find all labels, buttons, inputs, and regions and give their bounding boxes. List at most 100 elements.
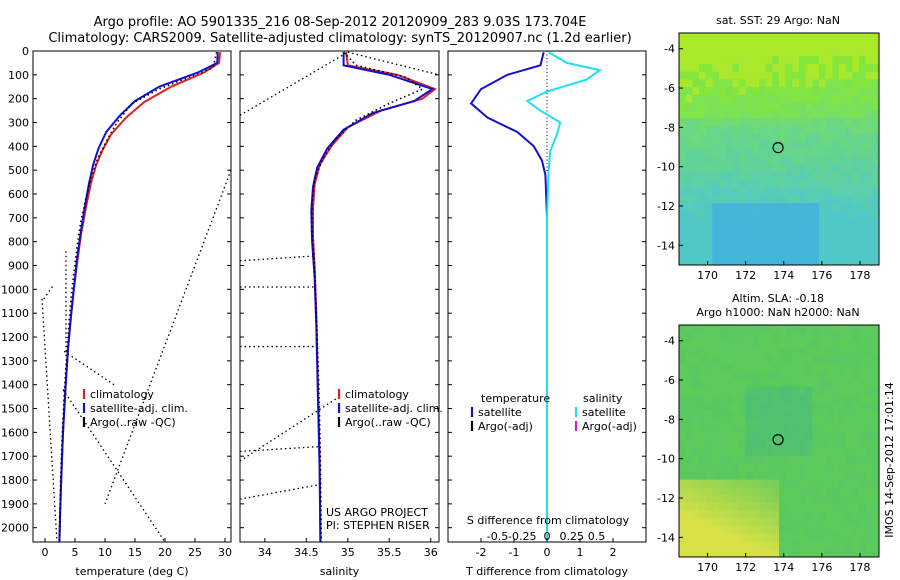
sla-map-cell — [872, 502, 880, 511]
sla-map-cell — [785, 332, 793, 341]
sla-map-cell — [719, 464, 727, 473]
sla-map-cell — [752, 526, 760, 535]
sst-map-cell — [832, 172, 840, 181]
sst-map-cell — [872, 87, 880, 96]
sla-map-cell — [812, 340, 820, 349]
sla-map-cell — [685, 417, 693, 426]
sst-map-cell — [685, 257, 693, 266]
sla-map-cell — [719, 448, 727, 457]
sla-map-cell — [805, 510, 813, 519]
sla-map-cell — [719, 495, 727, 504]
sla-map-cell — [752, 340, 760, 349]
sla-map-cell — [819, 487, 827, 496]
sla-map-cell — [732, 456, 740, 465]
sla-map-cell — [865, 549, 873, 558]
sla-map-cell — [865, 340, 873, 349]
sst-map-cell — [799, 172, 807, 181]
sst-map-cell — [692, 164, 700, 173]
sla-map-cell — [752, 464, 760, 473]
sla-map-cell — [759, 363, 767, 372]
sst-map-cell — [799, 133, 807, 142]
sla-map-cell — [865, 441, 873, 450]
sla-map-cell — [765, 355, 773, 365]
sla-map-cell — [799, 425, 807, 434]
sst-map-cell — [752, 172, 760, 181]
sla-map-cell — [745, 464, 753, 473]
sla-map-cell — [739, 417, 747, 426]
sst-map-cell — [745, 210, 753, 219]
sst-map-cell — [685, 172, 693, 181]
sst-map-cell — [785, 149, 793, 158]
sst-map-cell — [832, 234, 840, 243]
sla-map-cell — [725, 518, 733, 527]
sla-map-cell — [725, 464, 733, 473]
sla-map-cell — [845, 533, 853, 542]
sst-map-cell — [685, 156, 693, 165]
temperature-ytick-label: 900 — [8, 260, 29, 273]
sst-map-cell — [825, 79, 833, 88]
sla-map-cell — [765, 487, 773, 496]
sla-map-cell — [752, 541, 760, 550]
sla-map-cell — [679, 433, 687, 442]
sla-map-cell — [779, 533, 787, 542]
sst-map-cell — [812, 94, 820, 103]
sla-map-cell — [865, 433, 873, 442]
sla-map-cell — [679, 526, 687, 535]
sla-map-cell — [792, 487, 800, 496]
sla-map-cell — [679, 549, 687, 558]
sla-map-cell — [872, 495, 880, 504]
sla-map-cell — [752, 402, 760, 411]
sla-map-cell — [819, 348, 827, 357]
sla-map: 170 172 174 176 178-4-6-8-10-12-14 — [657, 324, 880, 574]
sla-map-cell — [712, 510, 720, 519]
sla-map-cell — [725, 533, 733, 542]
sst-map-cell — [872, 133, 880, 142]
sla-map-cell — [785, 348, 793, 357]
sla-map-cell — [845, 518, 853, 527]
sla-map-cell — [739, 441, 747, 450]
sla-map-cell — [719, 371, 727, 380]
sst-map-xtick-label: 176 — [811, 269, 832, 282]
sla-map-cell — [779, 441, 787, 450]
sst-map-cell — [765, 87, 773, 96]
sst-map-cell — [685, 79, 693, 88]
sst-map-cell — [825, 56, 833, 65]
sst-map-cell — [759, 133, 767, 142]
sla-map-cell — [699, 394, 707, 403]
sst-map-cell — [825, 33, 833, 42]
sla-map-cell — [772, 510, 780, 519]
sst-map-cell — [845, 110, 853, 119]
sst-map-cell — [772, 133, 780, 142]
sla-map-cell — [859, 340, 867, 349]
sla-map-cell — [759, 371, 767, 380]
sla-map-cell — [752, 371, 760, 380]
sla-map-cell — [772, 394, 780, 403]
sla-map-cell — [872, 371, 880, 380]
sst-map-cell — [739, 63, 747, 73]
sst-map-cell — [779, 210, 787, 219]
sst-map-cell — [705, 187, 713, 196]
sla-map-cell — [719, 456, 727, 465]
sla-map-xtick-label: 176 — [811, 561, 832, 574]
sst-map-cell — [699, 33, 707, 42]
sst-map-cell — [712, 187, 720, 196]
sla-map-cell — [792, 417, 800, 426]
sla-map-cell — [865, 348, 873, 357]
sla-map-cell — [772, 417, 780, 426]
sla-map-cell — [812, 325, 820, 334]
sla-map-cell — [692, 363, 700, 372]
sst-map-cell — [732, 234, 740, 243]
sst-map-cell — [739, 133, 747, 142]
sst-map-cell — [765, 172, 773, 181]
sst-map-cell — [699, 63, 707, 73]
sla-map-cell — [812, 510, 820, 519]
sla-map-cell — [705, 410, 713, 419]
sst-map-cell — [759, 226, 767, 235]
sst-map-cell — [685, 125, 693, 134]
sla-map-cell — [865, 386, 873, 395]
sst-map-cell — [825, 71, 833, 80]
sla-map-cell — [819, 518, 827, 527]
sla-map-cell — [845, 348, 853, 357]
temperature-ytick-label: 400 — [8, 140, 29, 153]
sla-map-cell — [732, 533, 740, 542]
